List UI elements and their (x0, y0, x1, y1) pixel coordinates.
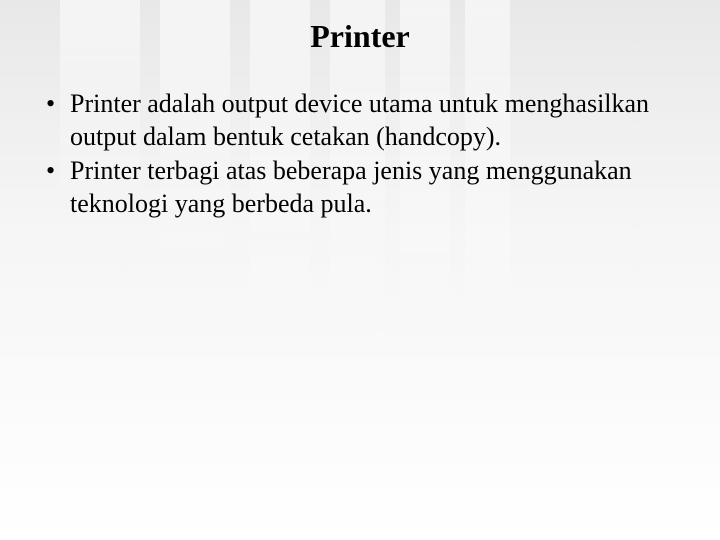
slide: Printer Printer adalah output device uta… (0, 0, 720, 540)
decor-bar (465, 0, 510, 530)
slide-body: Printer adalah output device utama untuk… (42, 88, 678, 222)
background-bars (0, 0, 720, 540)
bullet-item: Printer adalah output device utama untuk… (42, 88, 678, 153)
bullet-list: Printer adalah output device utama untuk… (42, 88, 678, 220)
decor-bar (400, 0, 450, 520)
slide-title: Printer (0, 18, 720, 55)
decor-bar (330, 0, 385, 500)
bullet-item: Printer terbagi atas beberapa jenis yang… (42, 155, 678, 220)
decor-bar (250, 0, 310, 470)
